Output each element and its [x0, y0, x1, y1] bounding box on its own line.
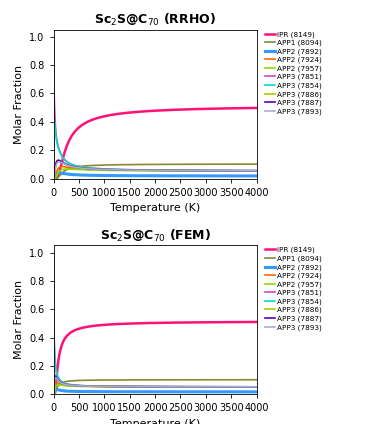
Y-axis label: Molar Fraction: Molar Fraction — [14, 64, 24, 144]
X-axis label: Temperature (K): Temperature (K) — [110, 419, 200, 424]
Legend: iPR (8149), APP1 (8094), APP2 (7892), APP2 (7924), APP2 (7957), APP3 (7851), APP: iPR (8149), APP1 (8094), APP2 (7892), AP… — [264, 246, 323, 331]
Legend: iPR (8149), APP1 (8094), APP2 (7892), APP2 (7924), APP2 (7957), APP3 (7851), APP: iPR (8149), APP1 (8094), APP2 (7892), AP… — [264, 30, 323, 115]
X-axis label: Temperature (K): Temperature (K) — [110, 203, 200, 213]
Title: Sc$_2$S@C$_{70}$ (RRHO): Sc$_2$S@C$_{70}$ (RRHO) — [94, 12, 216, 28]
Y-axis label: Molar Fraction: Molar Fraction — [14, 280, 24, 360]
Title: Sc$_2$S@C$_{70}$ (FEM): Sc$_2$S@C$_{70}$ (FEM) — [100, 228, 211, 244]
